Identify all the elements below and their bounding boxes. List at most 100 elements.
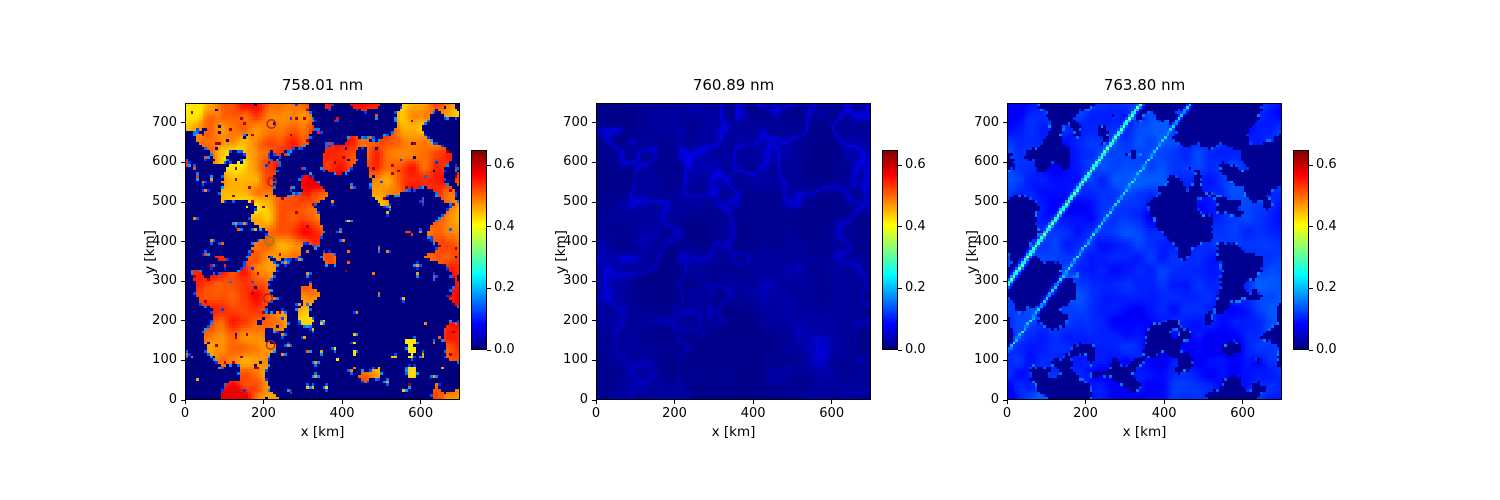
y-tick-label: 700 (152, 114, 177, 130)
y-tick-label: 500 (563, 194, 588, 209)
x-tick-label: 600 (1230, 406, 1256, 421)
colorbar-tick-label: 0.6 (1316, 157, 1337, 173)
colorbar-tick-mark (898, 287, 902, 289)
y-tick-mark (1003, 359, 1007, 361)
y-tick-mark (592, 359, 596, 361)
x-tick-mark (1006, 400, 1008, 404)
colorbar: 0.0 0.2 0.4 0.6 (1293, 150, 1337, 357)
colorbar-tick-mark (898, 226, 902, 228)
y-tick-mark (181, 399, 185, 401)
panel-title: 758.01 nm (281, 76, 364, 94)
y-tick-label: 500 (974, 194, 999, 209)
y-tick-label: 600 (974, 154, 999, 170)
y-tick-mark (181, 241, 185, 243)
y-tick-label: 300 (563, 273, 588, 289)
colorbar-gradient (882, 150, 898, 350)
x-tick-label: 600 (408, 406, 434, 421)
y-tick-mark (1003, 280, 1007, 282)
x-axis-label: x [km] (711, 424, 756, 440)
x-tick-mark (674, 400, 676, 404)
colorbar-tick-label: 0.0 (1316, 342, 1337, 357)
x-tick-mark (341, 400, 343, 404)
y-tick-label: 600 (152, 154, 177, 170)
colorbar-tick-mark (487, 287, 491, 289)
y-tick-mark (592, 161, 596, 163)
x-tick-label: 200 (251, 406, 276, 421)
heatmap-panel-763nm: 763.80 nm x [km] y [km] 0.0 0.2 0.4 0.6 0 20… (964, 77, 1337, 440)
colorbar-tick-mark (1309, 287, 1313, 289)
x-tick-mark (831, 400, 833, 404)
x-tick-mark (184, 400, 186, 404)
y-tick-label: 200 (563, 312, 588, 328)
colorbar-tick-mark (898, 349, 902, 351)
colorbar-tick-mark (1309, 164, 1313, 166)
colorbar-tick-label: 0.4 (905, 218, 926, 234)
colorbar-tick-mark (487, 226, 491, 228)
y-tick-label: 200 (152, 312, 177, 328)
y-tick-label: 100 (974, 352, 999, 368)
x-tick-label: 400 (740, 406, 766, 421)
colorbar-tick-label: 0.6 (905, 157, 926, 173)
y-tick-mark (592, 241, 596, 243)
heatmap-canvas (596, 103, 871, 400)
x-tick-label: 0 (591, 406, 601, 421)
y-tick-label: 600 (563, 154, 588, 170)
y-tick-mark (181, 122, 185, 124)
x-tick-mark (263, 400, 265, 404)
colorbar-tick-label: 0.6 (494, 157, 515, 173)
y-tick-mark (1003, 399, 1007, 401)
x-axis-label: x [km] (300, 424, 345, 440)
y-tick-label: 0 (990, 392, 999, 407)
y-tick-mark (181, 320, 185, 322)
colorbar-tick-label: 0.0 (905, 342, 926, 357)
x-tick-label: 400 (329, 406, 355, 421)
colorbar-tick-label: 0.4 (494, 218, 515, 234)
colorbar-gradient (1293, 150, 1309, 350)
y-tick-label: 700 (974, 114, 999, 130)
colorbar-tick-mark (1309, 349, 1313, 351)
y-tick-mark (181, 161, 185, 163)
colorbar-tick-label: 0.2 (494, 280, 515, 296)
y-tick-mark (181, 280, 185, 282)
x-tick-label: 400 (1151, 406, 1177, 421)
y-tick-mark (1003, 122, 1007, 124)
colorbar: 0.0 0.2 0.4 0.6 (471, 150, 515, 357)
x-tick-label: 0 (180, 406, 190, 421)
x-tick-label: 600 (819, 406, 845, 421)
heatmap-canvas (185, 103, 460, 400)
y-tick-mark (1003, 161, 1007, 163)
y-tick-mark (592, 280, 596, 282)
y-tick-label: 300 (974, 273, 999, 289)
heatmap-panel-758nm: 758.01 nm x [km] y [km] 0.0 0.2 0.4 0.6 0 20… (142, 77, 515, 440)
x-tick-mark (595, 400, 597, 404)
x-tick-label: 0 (1002, 406, 1012, 421)
y-tick-label: 700 (563, 114, 588, 130)
y-tick-mark (592, 399, 596, 401)
colorbar-tick-label: 0.2 (905, 280, 926, 296)
y-tick-label: 100 (563, 352, 588, 368)
colorbar-tick-mark (487, 349, 491, 351)
colorbar-tick-label: 0.0 (494, 342, 515, 357)
colorbar-tick-mark (1309, 226, 1313, 228)
x-axis-label: x [km] (1122, 424, 1167, 440)
colorbar: 0.0 0.2 0.4 0.6 (882, 150, 926, 357)
y-tick-label: 200 (974, 312, 999, 328)
y-tick-label: 0 (579, 392, 588, 407)
heatmap-canvas (1007, 103, 1282, 400)
x-tick-mark (752, 400, 754, 404)
colorbar-tick-label: 0.2 (1316, 280, 1337, 296)
y-tick-label: 300 (152, 273, 177, 289)
colorbar-tick-label: 0.4 (1316, 218, 1337, 234)
y-tick-mark (592, 320, 596, 322)
x-tick-mark (1163, 400, 1165, 404)
y-tick-label: 400 (152, 233, 177, 249)
y-tick-mark (592, 201, 596, 203)
x-tick-label: 200 (1073, 406, 1098, 421)
y-tick-label: 100 (152, 352, 177, 368)
heatmap-panel-760nm: 760.89 nm x [km] y [km] 0.0 0.2 0.4 0.6 0 20… (553, 77, 926, 440)
y-tick-mark (1003, 241, 1007, 243)
y-tick-label: 500 (152, 194, 177, 209)
y-tick-label: 0 (168, 392, 177, 407)
colorbar-gradient (471, 150, 487, 350)
